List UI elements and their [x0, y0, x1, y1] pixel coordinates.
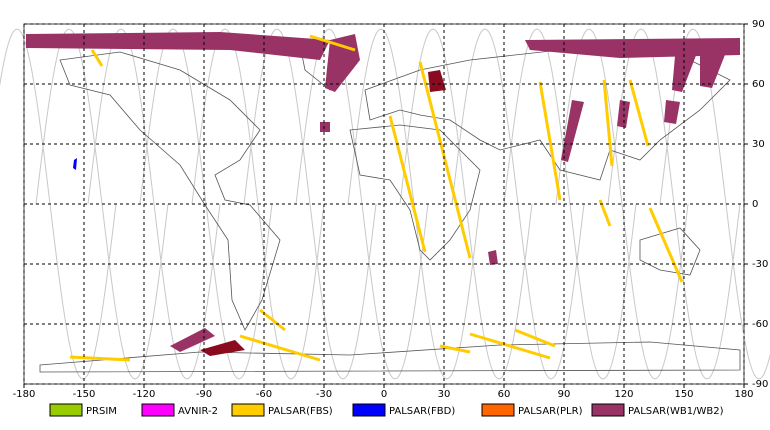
legend-label: PALSAR(PLR) [518, 406, 583, 417]
x-tick-label: 120 [614, 389, 633, 400]
x-tick-label: -30 [316, 389, 332, 400]
x-tick-label: 60 [498, 389, 511, 400]
y-tick-label: 60 [752, 79, 765, 90]
legend-swatch [141, 403, 175, 417]
legend-swatch [231, 403, 265, 417]
x-tick-label: 0 [381, 389, 387, 400]
y-tick-label: 90 [752, 19, 765, 30]
legend-label: PALSAR(FBS) [268, 406, 333, 417]
x-tick-label: 180 [734, 389, 753, 400]
x-tick-label: -180 [13, 389, 36, 400]
orbit-track [87, 28, 221, 380]
legend: PRSIM AVNIR-2 PALSAR(FBS) PALSAR(FBD) PALSAR… [49, 403, 724, 417]
legend-swatch [352, 403, 386, 417]
x-tick-label: 30 [438, 389, 451, 400]
legend-swatch [481, 403, 515, 417]
swaths [26, 32, 740, 362]
x-tick-label: -120 [133, 389, 156, 400]
legend-swatch [49, 403, 83, 417]
x-tick-label: -150 [73, 389, 96, 400]
x-tick-label: -90 [196, 389, 212, 400]
x-tick-label: 150 [674, 389, 693, 400]
orbit-track [399, 28, 533, 380]
y-tick-label: 0 [752, 199, 758, 210]
axes: -180 -150 -120 -90 -60 -30 0 30 60 90 120 150 180-90… [13, 19, 769, 400]
y-tick-label: -60 [752, 319, 768, 330]
y-tick-label: -90 [752, 379, 768, 390]
y-tick-label: 30 [752, 139, 765, 150]
x-tick-label: -60 [256, 389, 272, 400]
legend-label: PALSAR(WB1/WB2) [628, 406, 724, 417]
legend-swatch [591, 403, 625, 417]
y-tick-label: -30 [752, 259, 768, 270]
x-tick-label: 90 [558, 389, 571, 400]
legend-label: PALSAR(FBD) [389, 406, 455, 417]
legend-label: PRSIM [86, 406, 117, 417]
legend-label: AVNIR-2 [178, 406, 218, 417]
